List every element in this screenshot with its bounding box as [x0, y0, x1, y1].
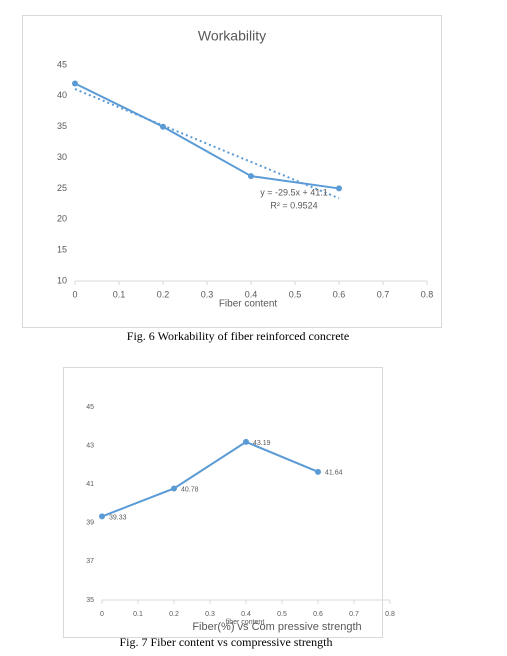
x-tick-label: 0.5: [289, 289, 302, 299]
x-tick-label: 0.4: [245, 289, 258, 299]
x-tick-label: 0.3: [205, 611, 215, 618]
x-tick-label: 0: [72, 289, 77, 299]
y-tick-label: 45: [57, 59, 67, 69]
y-tick-label: 40: [57, 90, 67, 100]
figure-caption: Fig. 6 Workability of fiber reinforced c…: [127, 329, 349, 343]
chart-title: Fiber(%) vs Com pressive strength: [192, 621, 361, 633]
chart-frame: [22, 15, 442, 328]
x-axis-label: fiber content: [226, 619, 265, 626]
x-tick-label: 0.7: [349, 611, 359, 618]
y-tick-label: 41: [86, 481, 94, 488]
x-tick-label: 0.1: [133, 611, 143, 618]
x-tick-label: 0.7: [377, 289, 390, 299]
x-tick-label: 0.5: [277, 611, 287, 618]
data-label: 41.64: [325, 470, 343, 477]
chart-frame: [63, 367, 383, 638]
data-point: [160, 123, 166, 130]
x-tick-label: 0.2: [157, 289, 170, 299]
x-tick-label: 0.8: [385, 611, 395, 618]
data-label: 40.78: [181, 486, 199, 493]
y-tick-label: 39: [86, 520, 94, 527]
data-point: [171, 485, 177, 492]
y-tick-label: 25: [57, 183, 67, 193]
data-point: [99, 513, 105, 520]
data-point: [243, 438, 249, 445]
y-tick-label: 30: [57, 152, 67, 162]
y-tick-label: 15: [57, 245, 67, 255]
y-tick-label: 37: [86, 558, 94, 565]
data-point: [72, 80, 78, 87]
chart-title: Workability: [198, 28, 266, 44]
y-tick-label: 20: [57, 214, 67, 224]
x-tick-label: 0: [100, 611, 104, 618]
x-tick-label: 0.8: [421, 289, 434, 299]
data-point: [248, 173, 254, 180]
y-tick-label: 43: [86, 442, 94, 449]
x-tick-label: 0.3: [201, 289, 214, 299]
data-point: [336, 185, 342, 192]
data-line: [74, 82, 340, 190]
x-tick-label: 0.6: [313, 611, 323, 618]
data-label: 43.19: [253, 440, 271, 447]
x-tick-label: 0.4: [241, 611, 251, 618]
trendline-equation: y = -29.5x + 41.1: [260, 187, 328, 197]
y-tick-label: 35: [57, 121, 67, 131]
trendline-r-squared: R² = 0.9524: [270, 200, 317, 210]
data-point: [315, 468, 321, 475]
x-axis-label: Fiber content: [219, 299, 278, 310]
y-tick-label: 35: [86, 597, 94, 604]
y-tick-label: 10: [57, 275, 67, 285]
x-tick-label: 0.2: [169, 611, 179, 618]
x-tick-label: 0.1: [113, 289, 126, 299]
x-tick-label: 0.6: [333, 289, 346, 299]
figure-caption: Fig. 7 Fiber content vs compressive stre…: [120, 635, 333, 649]
y-tick-label: 45: [86, 404, 94, 411]
data-line: [101, 440, 319, 518]
data-label: 39.33: [109, 514, 127, 521]
